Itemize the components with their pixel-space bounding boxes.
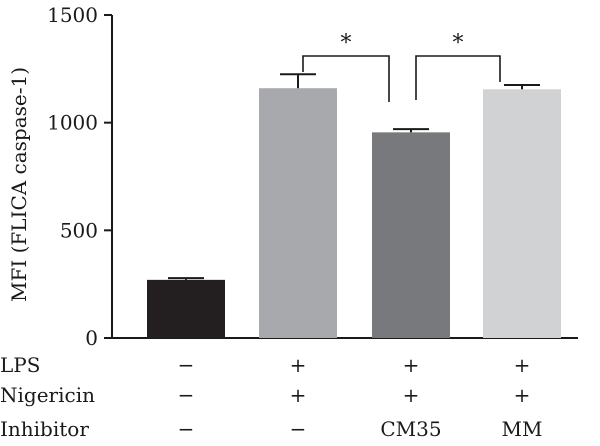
condition-label: LPS: [0, 353, 40, 377]
condition-value: −: [178, 353, 195, 377]
condition-label: Inhibitor: [0, 417, 89, 441]
condition-value: +: [290, 353, 307, 377]
condition-value: +: [403, 353, 420, 377]
significance-bracket: [415, 55, 501, 100]
condition-value: +: [514, 353, 531, 377]
condition-table: LPS − + + + Nigericin − + + + Inhibitor − − CM35 MM: [0, 353, 542, 441]
condition-label: Nigericin: [0, 383, 95, 407]
bar: [147, 279, 225, 338]
significance-marker: *: [453, 31, 464, 56]
y-axis-title: MFI (FLICA caspase-1): [7, 67, 31, 302]
significance-marker: *: [341, 31, 352, 56]
condition-value: MM: [502, 417, 543, 441]
y-tick-label: 1000: [47, 111, 98, 135]
condition-value: +: [290, 383, 307, 407]
bar: [483, 89, 561, 338]
condition-value: −: [178, 383, 195, 407]
significance-brackets: * *: [302, 31, 501, 102]
condition-value: −: [178, 417, 195, 441]
condition-value: CM35: [380, 417, 441, 441]
condition-value: +: [403, 383, 420, 407]
bar: [372, 132, 450, 338]
y-tick-label: 0: [85, 326, 98, 350]
y-tick-label: 500: [60, 218, 98, 242]
bars: [147, 88, 561, 338]
significance-bracket: [302, 55, 390, 102]
error-bars: [168, 73, 540, 280]
bar: [259, 88, 337, 338]
y-ticks: 0 500 1000 1500: [47, 3, 112, 350]
y-tick-label: 1500: [47, 3, 98, 27]
condition-value: +: [514, 383, 531, 407]
condition-value: −: [290, 417, 307, 441]
